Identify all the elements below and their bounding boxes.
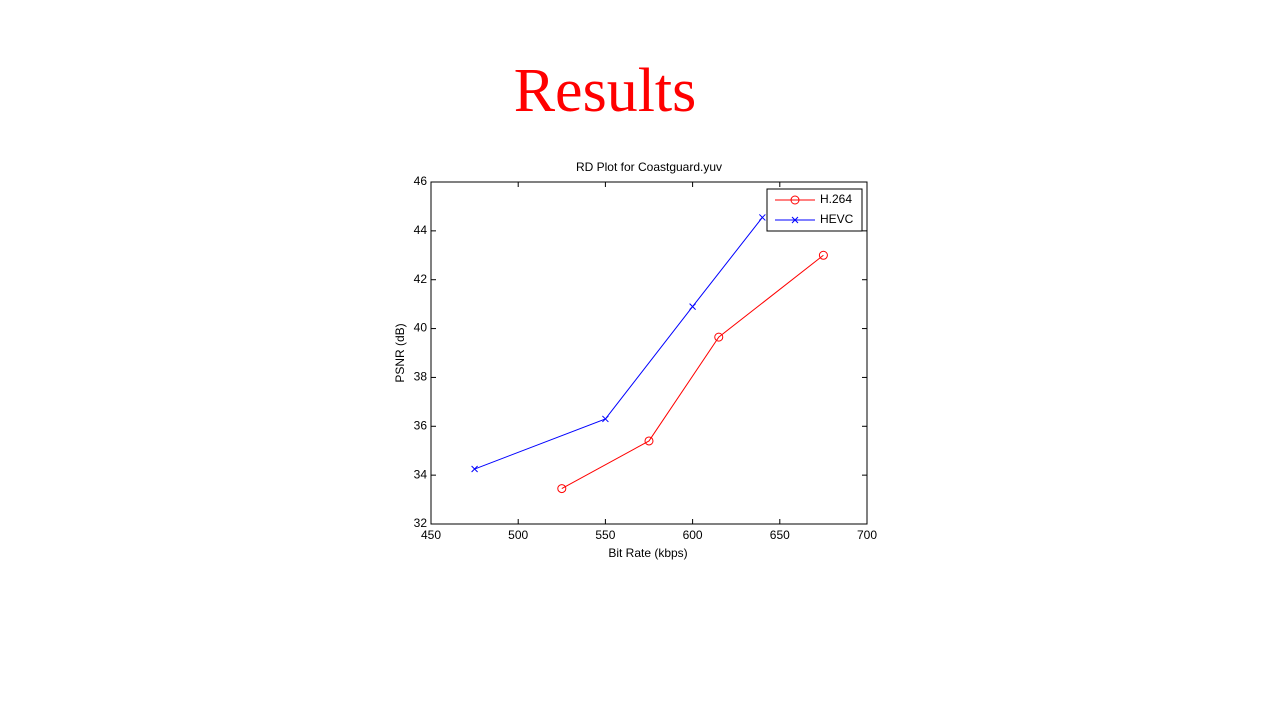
plot-frame <box>430 181 868 525</box>
y-tick-label: 42 <box>414 272 428 286</box>
marker <box>714 332 724 342</box>
y-tick-label: 44 <box>414 223 428 237</box>
chart-title: RD Plot for Coastguard.yuv <box>576 160 722 174</box>
series-line <box>561 254 824 490</box>
legend-label: H.264 <box>820 192 852 206</box>
marker <box>644 436 654 446</box>
legend-label: HEVC <box>820 212 854 226</box>
y-tick-label: 34 <box>414 467 428 481</box>
marker <box>689 303 696 310</box>
marker <box>602 415 609 423</box>
y-tick-label: 38 <box>414 370 428 384</box>
marker <box>791 216 799 224</box>
marker <box>557 484 567 494</box>
x-tick-label: 650 <box>770 528 790 542</box>
x-tick-label: 550 <box>595 528 615 542</box>
y-tick-label: 36 <box>414 418 428 432</box>
marker <box>790 195 800 205</box>
x-tick-label: 450 <box>421 528 441 542</box>
marker <box>471 465 478 473</box>
marker <box>818 250 828 260</box>
x-tick-label: 600 <box>683 528 703 542</box>
legend-box <box>766 188 863 232</box>
y-tick-label: 32 <box>414 516 428 530</box>
y-axis-label: PSNR (dB) <box>393 323 407 382</box>
x-tick-label: 700 <box>857 528 877 542</box>
x-tick-label: 500 <box>508 528 528 542</box>
y-tick-label: 46 <box>414 174 428 188</box>
x-axis-label: Bit Rate (kbps) <box>608 546 687 560</box>
y-tick-label: 40 <box>414 321 428 335</box>
marker <box>759 214 766 221</box>
slide-title: Results <box>514 57 697 125</box>
series-line <box>474 217 763 470</box>
